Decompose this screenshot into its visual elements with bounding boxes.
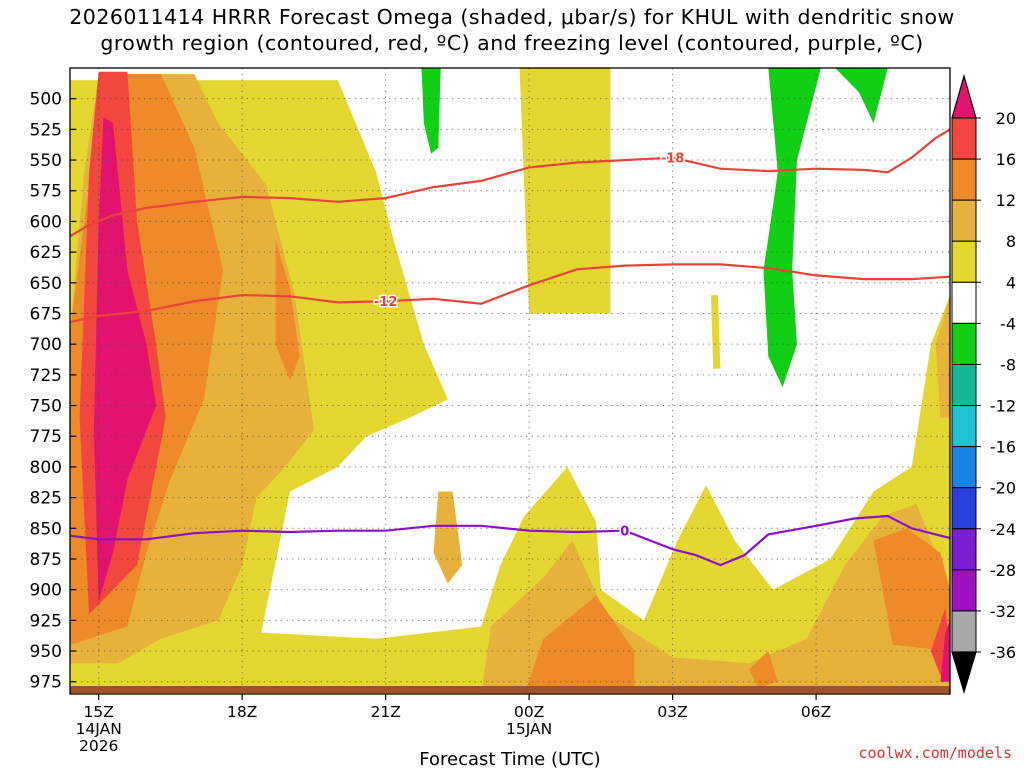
colorbar-segment-12: [951, 610, 977, 653]
colorbar-segment-10: [951, 528, 977, 571]
colorbar-label-10: -24: [990, 520, 1016, 539]
omega-region-12: [749, 651, 778, 688]
x-tick-label-7-0: 21Z: [370, 703, 400, 721]
colorbar-segment-2: [951, 199, 977, 242]
colorbar-label-4: 4: [1006, 273, 1016, 292]
y-tick-label-775: 775: [30, 427, 62, 447]
colorbar-label-2: 12: [996, 191, 1016, 210]
x-tick-label-10-1: 15JAN: [506, 720, 552, 738]
y-tick-label-750: 750: [30, 397, 62, 417]
y-tick-label-600: 600: [30, 212, 62, 232]
omega-region-6: [433, 491, 463, 584]
x-tick-label-13-0: 03Z: [657, 703, 687, 721]
colorbar-label-5: -4: [1000, 314, 1016, 333]
omega-region-17: [421, 68, 441, 154]
contour-line-1: [69, 263, 951, 324]
credit-text: coolwx.com/models: [858, 744, 1012, 762]
colorbar-label-13: -36: [990, 643, 1016, 662]
grid-lines: [70, 68, 950, 694]
omega-region-9: [275, 239, 300, 381]
y-tick-label-700: 700: [30, 335, 62, 355]
colorbar-label-1: 16: [996, 150, 1016, 169]
y-tick-label-950: 950: [30, 642, 62, 662]
colorbar-segment-7: [951, 405, 977, 448]
x-tick-label-10-0: 00Z: [514, 703, 544, 721]
colorbar-segment-1: [951, 158, 977, 201]
omega-region-16: [940, 620, 950, 682]
omega-shading-layer: [70, 68, 950, 695]
omega-region-0: [70, 80, 950, 695]
colorbar-segment-9: [951, 487, 977, 530]
colorbar-label-8: -16: [990, 438, 1016, 457]
colorbar-segment-4: [951, 281, 977, 324]
y-tick-label-625: 625: [30, 243, 62, 263]
omega-region-15: [93, 117, 157, 602]
y-tick-label-800: 800: [30, 458, 62, 478]
y-tick-label-975: 975: [30, 673, 62, 693]
colorbar: 20 16 12 8 4 -4 -8 -12 -16 -20 -24 -28 -32 -36: [951, 73, 1016, 695]
omega-region-2: [591, 69, 611, 111]
colorbar-top-arrow: [951, 73, 977, 119]
y-tick-label-650: 650: [30, 274, 62, 294]
colorbar-label-6: -8: [1000, 355, 1016, 374]
contour-line-0: [69, 128, 951, 238]
ground-strip: [70, 686, 950, 693]
colorbar-segment-5: [951, 322, 977, 365]
x-tick-label-1-2: 2026: [79, 737, 118, 755]
y-tick-label-500: 500: [30, 90, 62, 110]
y-tick-label-900: 900: [30, 581, 62, 601]
colorbar-segment-11: [951, 569, 977, 612]
omega-region-3: [710, 295, 721, 369]
omega-region-7: [935, 295, 950, 418]
y-tick-label-525: 525: [30, 120, 62, 140]
x-tick-label-16-0: 06Z: [801, 703, 831, 721]
colorbar-label-7: -12: [990, 397, 1016, 416]
contour-layer: -18 -12 0: [69, 128, 951, 567]
colorbar-segment-6: [951, 363, 977, 407]
omega-region-19: [835, 68, 888, 124]
contour-label-2: 0: [620, 525, 629, 540]
colorbar-label-11: -28: [990, 561, 1016, 580]
colorbar-label-3: 8: [1006, 232, 1016, 251]
x-axis-title: Forecast Time (UTC): [419, 749, 600, 768]
colorbar-segment-8: [951, 446, 977, 489]
y-tick-label-850: 850: [30, 519, 62, 539]
omega-region-18: [763, 68, 821, 388]
plot-frame: [69, 67, 951, 695]
x-tick-label-1-1: 14JAN: [76, 720, 122, 738]
colorbar-segment-0: [951, 117, 977, 160]
contour-line-2: [69, 514, 951, 567]
colorbar-segment-3: [951, 240, 977, 283]
x-tick-label-4-0: 18Z: [227, 703, 257, 721]
contour-label-1: -12: [374, 295, 398, 310]
y-tick-label-575: 575: [30, 182, 62, 202]
omega-region-1: [519, 68, 611, 314]
colorbar-label-0: 20: [996, 109, 1016, 128]
y-tick-label-725: 725: [30, 366, 62, 386]
colorbar-label-12: -32: [990, 602, 1016, 621]
y-tick-label-675: 675: [30, 304, 62, 324]
y-axis: 500 525 550 575 600 625 650 675 700 725 750 775 800 8…: [30, 90, 76, 693]
x-tick-label-1-0: 15Z: [84, 703, 114, 721]
chart-title: 2026011414 HRRR Forecast Omega (shaded, …: [69, 5, 955, 55]
y-tick-label-550: 550: [30, 151, 62, 171]
y-tick-label-825: 825: [30, 489, 62, 509]
colorbar-label-9: -20: [990, 479, 1016, 498]
y-tick-label-925: 925: [30, 611, 62, 631]
contour-label-0: -18: [661, 152, 685, 167]
colorbar-bottom-arrow: [951, 651, 977, 695]
y-tick-label-875: 875: [30, 550, 62, 570]
